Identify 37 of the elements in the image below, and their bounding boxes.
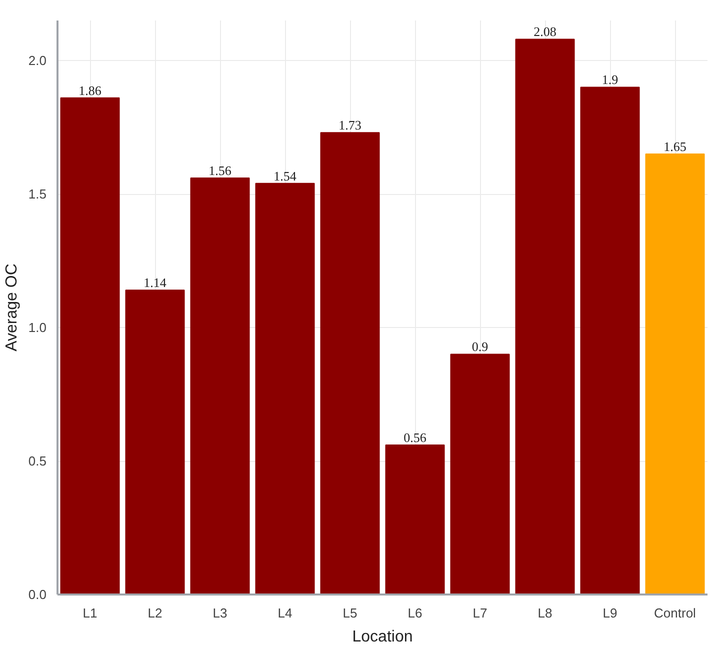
bar bbox=[255, 182, 315, 594]
x-tick-label: L3 bbox=[212, 606, 228, 620]
y-tick-label: 2.0 bbox=[28, 53, 47, 68]
data-label: 2.08 bbox=[534, 24, 556, 40]
x-tick-label: L2 bbox=[148, 606, 162, 620]
data-label: 1.86 bbox=[78, 82, 102, 98]
bar bbox=[125, 290, 185, 594]
bar bbox=[450, 354, 510, 594]
y-tick-label: 0.5 bbox=[28, 454, 47, 469]
data-label: 1.14 bbox=[144, 275, 167, 290]
data-label: 1.73 bbox=[338, 118, 362, 133]
x-tick-label: L5 bbox=[342, 606, 358, 620]
x-tick-label: L6 bbox=[408, 606, 422, 620]
data-label: 1.54 bbox=[274, 168, 297, 184]
x-tick-label: L9 bbox=[602, 606, 618, 620]
x-tick-label: L1 bbox=[82, 606, 98, 620]
bar bbox=[190, 178, 250, 594]
bar bbox=[320, 132, 380, 594]
x-tick-label: Control bbox=[654, 606, 696, 620]
y-tick-label: 0.0 bbox=[28, 587, 47, 602]
data-label: 1.56 bbox=[208, 163, 232, 178]
x-tick-label: L7 bbox=[472, 606, 488, 620]
bar bbox=[645, 153, 705, 594]
x-tick-label: L4 bbox=[278, 606, 292, 620]
y-tick-label: 1.0 bbox=[28, 320, 47, 336]
bar bbox=[385, 444, 445, 594]
y-tick-label: 1.5 bbox=[28, 186, 47, 202]
data-label: 1.9 bbox=[602, 72, 618, 88]
bar bbox=[580, 86, 640, 594]
bar bbox=[60, 97, 120, 594]
y-axis-title: Average OC bbox=[3, 264, 20, 352]
data-label: 0.9 bbox=[472, 339, 488, 354]
data-label: 0.56 bbox=[404, 430, 427, 445]
data-label: 1.65 bbox=[664, 138, 686, 154]
bar bbox=[515, 38, 575, 594]
x-axis-title: Location bbox=[352, 628, 413, 646]
x-tick-label: L8 bbox=[538, 606, 552, 620]
